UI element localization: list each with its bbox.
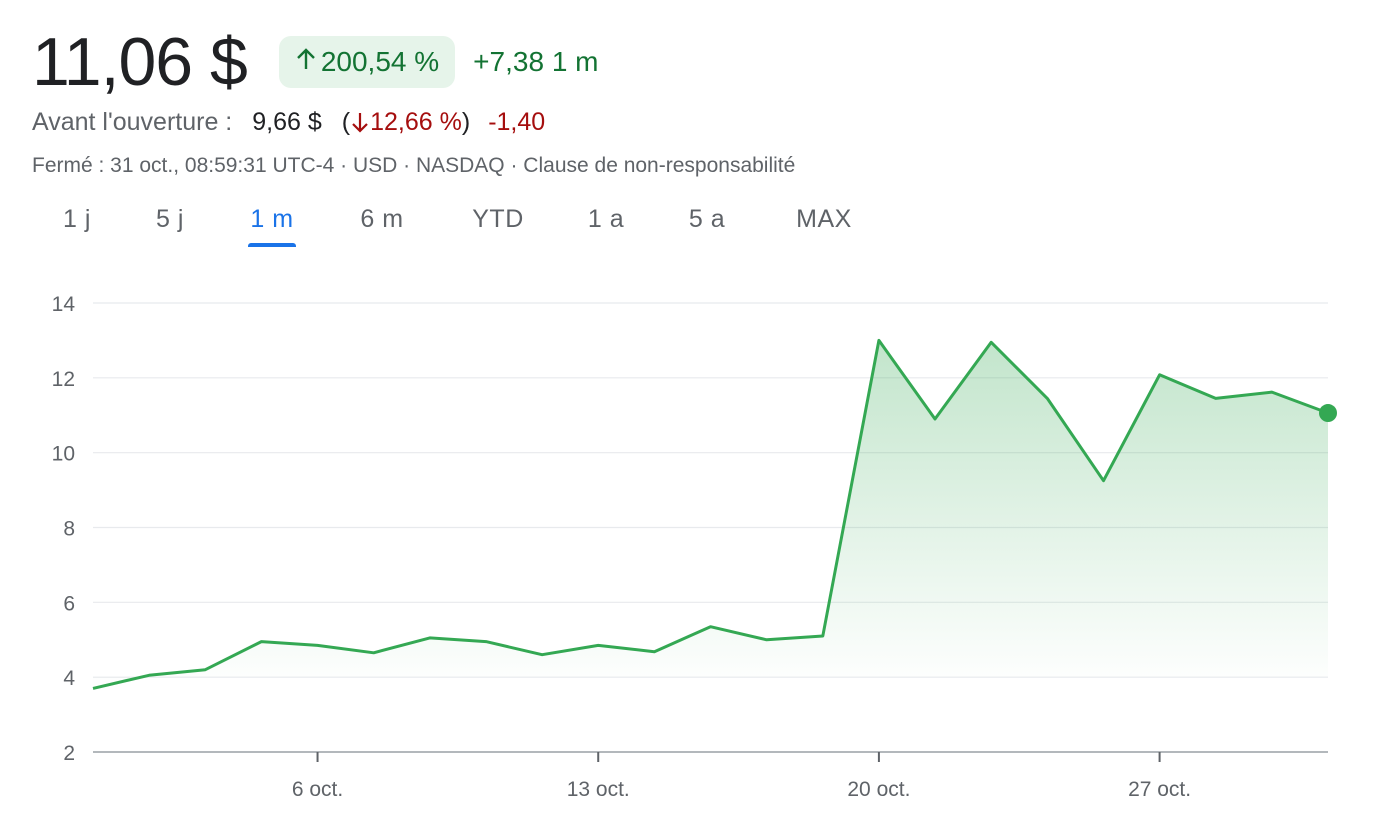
- y-tick-label: 12: [52, 368, 75, 391]
- premarket-label: Avant l'ouverture :: [32, 108, 233, 136]
- tab-1-day[interactable]: 1 j: [63, 205, 91, 233]
- y-axis-labels: 2 4 6 8 10 12 14: [52, 293, 76, 765]
- premarket-row: Avant l'ouverture : 9,66 $ (12,66 %) -1,…: [32, 108, 545, 137]
- price-area-fill: [93, 340, 1328, 689]
- tab-6-months[interactable]: 6 m: [360, 205, 404, 233]
- premarket-percent: (12,66 %): [341, 108, 471, 136]
- y-tick-label: 2: [63, 742, 75, 765]
- tab-ytd[interactable]: YTD: [472, 205, 524, 233]
- premarket-change: -1,40: [488, 108, 546, 136]
- active-tab-indicator: [248, 243, 296, 247]
- premarket-percent-value: 12,66 %: [370, 108, 462, 136]
- last-price-marker: [1319, 404, 1337, 423]
- tab-1-year[interactable]: 1 a: [587, 205, 625, 233]
- price-header: 11,06 $ 200,54 % +7,38 1 m: [32, 22, 599, 102]
- x-axis-labels: 6 oct. 13 oct. 20 oct. 27 oct.: [292, 778, 1191, 801]
- tab-5-years[interactable]: 5 a: [688, 205, 726, 233]
- x-axis: [93, 751, 1328, 762]
- premarket-price: 9,66 $: [252, 108, 322, 136]
- percent-change-badge: 200,54 %: [278, 36, 456, 88]
- absolute-change-value: +7,38: [473, 46, 545, 77]
- arrow-down-icon: [352, 113, 368, 133]
- x-tick-label: 27 oct.: [1128, 778, 1191, 801]
- x-tick-label: 20 oct.: [847, 778, 910, 801]
- y-tick-label: 6: [63, 592, 75, 615]
- arrow-up-icon: [295, 46, 317, 78]
- percent-change-value: 200,54 %: [320, 46, 440, 77]
- y-tick-label: 10: [52, 443, 75, 466]
- tab-5-days[interactable]: 5 j: [156, 205, 184, 233]
- change-period: 1 m: [551, 46, 599, 77]
- y-tick-label: 4: [63, 667, 75, 690]
- tab-1-month[interactable]: 1 m: [250, 205, 294, 233]
- absolute-change: +7,38 1 m: [473, 46, 598, 78]
- current-price: 11,06 $: [32, 24, 248, 100]
- y-tick-label: 8: [63, 518, 75, 541]
- x-tick-label: 13 oct.: [567, 778, 630, 801]
- price-line: [92, 338, 1329, 690]
- tab-max[interactable]: MAX: [796, 205, 852, 233]
- x-tick-label: 6 oct.: [292, 778, 343, 801]
- price-chart[interactable]: 2 4 6 8 10 12 14 6 oct. 13 oct. 20 oct. 27 oct.: [0, 270, 1394, 830]
- market-status-line: Fermé : 31 oct., 08:59:31 UTC-4 · USD · …: [32, 154, 796, 177]
- y-tick-label: 14: [52, 293, 76, 316]
- price-series: [92, 338, 1337, 690]
